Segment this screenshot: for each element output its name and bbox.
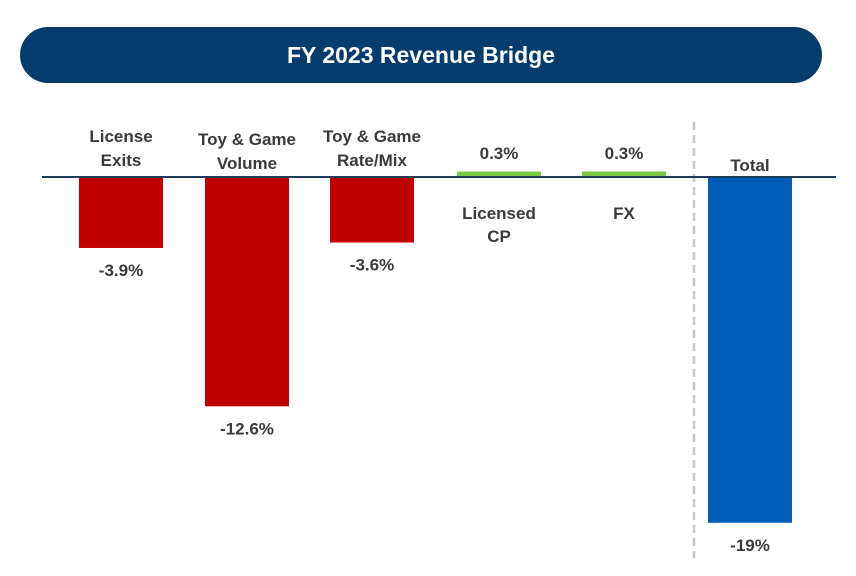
- bar-0: [79, 177, 163, 248]
- category-label: Volume: [217, 154, 277, 173]
- category-label: License: [89, 127, 152, 146]
- category-label: Exits: [101, 151, 142, 170]
- category-label: Toy & Game: [323, 127, 421, 146]
- value-label: 0.3%: [605, 144, 644, 163]
- category-label: Licensed: [462, 204, 536, 223]
- category-label: Rate/Mix: [337, 151, 407, 170]
- bar-3: [457, 171, 541, 177]
- value-label: -19%: [730, 536, 770, 555]
- category-label: Total: [730, 156, 769, 175]
- chart-title-banner: FY 2023 Revenue Bridge: [20, 27, 822, 83]
- bar-4: [582, 171, 666, 177]
- value-label: -12.6%: [220, 419, 274, 438]
- bar-1: [205, 177, 289, 407]
- value-label: -3.6%: [350, 256, 394, 275]
- chart-title: FY 2023 Revenue Bridge: [286, 41, 556, 68]
- bar-2: [330, 177, 414, 243]
- category-label: Toy & Game: [198, 130, 296, 149]
- category-label: CP: [487, 227, 511, 246]
- value-label: -3.9%: [99, 261, 143, 280]
- bar-5: [708, 177, 792, 523]
- value-label: 0.3%: [480, 144, 519, 163]
- category-label: FX: [613, 204, 635, 223]
